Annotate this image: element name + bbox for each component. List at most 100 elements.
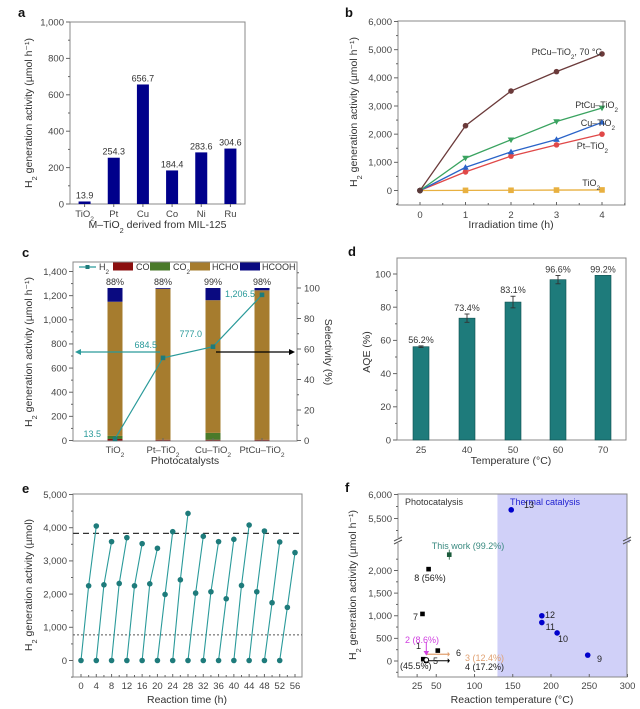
y-tick-label: 3,000 bbox=[368, 101, 392, 112]
y-tick-label: 1,000 bbox=[43, 623, 67, 634]
y2-tick-label: 80 bbox=[304, 314, 315, 325]
data-point bbox=[462, 187, 469, 194]
bar bbox=[136, 84, 149, 204]
bar-label: 99% bbox=[204, 277, 222, 287]
data-point bbox=[253, 588, 260, 595]
x-axis-label: Temperature (°C) bbox=[471, 455, 552, 467]
bar bbox=[107, 157, 120, 204]
data-point bbox=[139, 657, 145, 664]
cycle-line bbox=[95, 541, 113, 661]
x-tick-label: Co bbox=[166, 209, 178, 220]
data-point bbox=[200, 533, 207, 540]
data-point bbox=[423, 657, 430, 663]
data-point bbox=[93, 523, 100, 529]
panel-c: 0 200 400 600 800 1,000 1,200 1,400 0 20 40 60 80 100… bbox=[23, 261, 334, 467]
panel-d: 0 20 40 60 80 100 56.2% 25 73.4% 40 83.1% 50 96.6% 60… bbox=[361, 257, 627, 467]
bar bbox=[594, 275, 612, 441]
y-tick-label: 40 bbox=[380, 369, 391, 380]
data-point bbox=[154, 657, 161, 664]
bar bbox=[78, 201, 91, 204]
point-label: 5 bbox=[433, 656, 438, 666]
y2-tick-label: 0 bbox=[304, 436, 309, 447]
data-point bbox=[146, 581, 153, 587]
y-tick-label: 4,000 bbox=[43, 523, 67, 534]
data-point bbox=[508, 153, 514, 159]
data-point bbox=[553, 68, 560, 75]
y2-axis-label: Selectivity (%) bbox=[322, 319, 334, 386]
y-axis-label: AQE (%) bbox=[361, 331, 373, 372]
x-tick-label: 3 bbox=[554, 210, 559, 221]
legend-swatch-hcooh bbox=[240, 262, 260, 271]
data-point bbox=[215, 538, 222, 545]
data-label: 13.9 bbox=[76, 190, 94, 200]
data-point bbox=[553, 142, 560, 148]
data-point bbox=[598, 119, 606, 125]
bar bbox=[166, 170, 179, 204]
x-tick-label: PtCu–TiO2 bbox=[239, 445, 284, 459]
y-tick-label: 400 bbox=[51, 388, 67, 399]
data-point bbox=[508, 88, 514, 94]
axis-break-gap bbox=[624, 538, 630, 543]
data-point bbox=[426, 566, 431, 572]
data-label: 99.2% bbox=[590, 264, 616, 274]
x-tick-label: 16 bbox=[137, 681, 148, 692]
x-tick-label: 40 bbox=[462, 445, 473, 456]
data-point bbox=[169, 657, 176, 664]
data-point bbox=[284, 604, 291, 611]
bar-label: 98% bbox=[253, 277, 271, 287]
bar bbox=[504, 301, 522, 441]
y-tick-label: 5,500 bbox=[368, 514, 392, 525]
x-tick-label: TiO2 bbox=[106, 445, 125, 459]
arrow-head-left bbox=[75, 349, 81, 355]
y-tick-label: 6,000 bbox=[368, 490, 392, 501]
bar bbox=[224, 148, 237, 204]
legend-label: H2 bbox=[99, 262, 110, 276]
x-axis-label: Reaction temperature (°C) bbox=[451, 694, 574, 706]
x-tick-label: 300 bbox=[620, 681, 636, 692]
x-tick-label: 8 bbox=[109, 681, 114, 692]
data-point bbox=[508, 507, 515, 513]
x-tick-label: 2 bbox=[508, 210, 513, 221]
data-label: 656.7 bbox=[132, 73, 155, 83]
point-label: 2 (8.6%) bbox=[405, 635, 439, 645]
y-tick-label: 4,000 bbox=[368, 73, 392, 84]
data-point bbox=[223, 595, 230, 602]
y-tick-label: 80 bbox=[380, 303, 391, 314]
region-label-photocatalysis: Photocatalysis bbox=[405, 497, 464, 507]
stack-segment-hcooh bbox=[155, 288, 171, 289]
y-tick-label: 0 bbox=[387, 186, 392, 197]
panel-label-e: e bbox=[22, 481, 29, 496]
y-tick-label: 5,000 bbox=[43, 490, 67, 501]
legend-swatch-hcho bbox=[190, 262, 210, 271]
data-point bbox=[435, 648, 441, 653]
data-label: 96.6% bbox=[545, 264, 571, 274]
data-point bbox=[124, 657, 130, 664]
y-tick-label: 600 bbox=[48, 90, 64, 101]
stack-segment-hcho bbox=[254, 290, 270, 440]
y-tick-label: 2,000 bbox=[43, 589, 67, 600]
point-label: 10 bbox=[558, 634, 568, 644]
data-point bbox=[101, 582, 107, 588]
x-tick-label: Cu–TiO2 bbox=[195, 445, 231, 459]
data-label: 73.4% bbox=[454, 303, 480, 313]
y-tick-label: 1,000 bbox=[43, 315, 67, 326]
y-tick-label: 2,000 bbox=[368, 566, 392, 577]
stack-segment-hcooh bbox=[205, 288, 221, 301]
y-tick-label: 1,000 bbox=[368, 158, 392, 169]
y-tick-label: 0 bbox=[387, 656, 392, 667]
x-tick-label: 200 bbox=[543, 681, 559, 692]
y-tick-label: 3,000 bbox=[43, 556, 67, 567]
cycle-line bbox=[141, 548, 158, 661]
data-label: 56.2% bbox=[408, 335, 434, 345]
y-tick-label: 100 bbox=[375, 269, 391, 280]
x-tick-label: 50 bbox=[431, 681, 442, 692]
data-point bbox=[292, 549, 298, 556]
point-label: 4 (17.2%) bbox=[465, 662, 504, 672]
panel-label-d: d bbox=[348, 244, 356, 259]
bar bbox=[412, 346, 430, 441]
data-point bbox=[553, 136, 560, 142]
y-tick-label: 1,200 bbox=[43, 291, 67, 302]
h2-point bbox=[259, 292, 265, 298]
data-point bbox=[177, 577, 184, 583]
y-tick-label: 0 bbox=[386, 435, 391, 446]
